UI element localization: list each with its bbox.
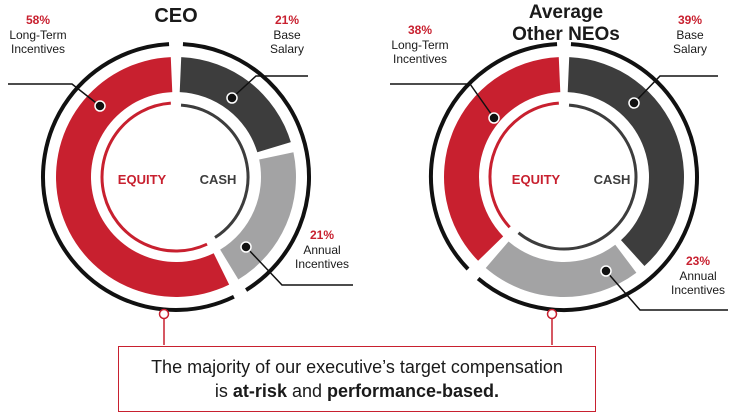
slice-label-long-term-incentives-line: Long-Term bbox=[391, 38, 448, 52]
slice-long-term-incentives bbox=[443, 57, 561, 261]
slice-label-long-term-incentives: Long-Term Incentives bbox=[9, 28, 66, 56]
pct-label-annual-incentives: 23% bbox=[686, 254, 710, 268]
slice-label-annual-incentives-line: Incentives bbox=[295, 257, 349, 271]
slice-long-term-incentives bbox=[56, 57, 230, 297]
outer-ring-cash bbox=[476, 42, 699, 312]
slice-label-annual-incentives-line: Incentives bbox=[671, 283, 725, 297]
chart-title-line: Other NEOs bbox=[512, 24, 620, 45]
callout-line-2: is at-risk and performance-based. bbox=[215, 379, 499, 403]
slice-label-base-salary: Base Salary bbox=[270, 28, 304, 56]
slice-label-annual-incentives: Annual Incentives bbox=[671, 269, 725, 297]
chart-title-line: Average bbox=[529, 2, 603, 23]
cash-label: CASH bbox=[200, 172, 237, 187]
slice-label-base-salary-line: Salary bbox=[673, 42, 707, 56]
slice-base-salary bbox=[179, 57, 291, 153]
chart-title-line: CEO bbox=[154, 5, 197, 27]
slice-annual-incentives bbox=[485, 241, 637, 297]
pct-label-base-salary: 21% bbox=[275, 13, 299, 27]
pct-label-long-term-incentives: 38% bbox=[408, 23, 432, 37]
chart-title: CEO bbox=[154, 5, 197, 27]
leader-line-long-term-incentives bbox=[390, 83, 495, 119]
slice-label-long-term-incentives: Long-Term Incentives bbox=[391, 38, 448, 66]
inner-ring-equity bbox=[488, 101, 559, 229]
slice-label-long-term-incentives-line: Incentives bbox=[11, 42, 65, 56]
slice-label-base-salary-line: Salary bbox=[270, 42, 304, 56]
callout-at-risk: at-risk bbox=[232, 381, 287, 401]
callout-prefix: is bbox=[214, 381, 233, 401]
inner-ring-cash bbox=[517, 103, 638, 251]
chart-title: Average Other NEOs bbox=[512, 2, 620, 45]
leader-dot-annual-incentives bbox=[240, 241, 252, 253]
slice-label-long-term-incentives-line: Incentives bbox=[393, 52, 447, 66]
leader-line-base-salary bbox=[633, 75, 718, 104]
slice-label-annual-incentives-line: Annual bbox=[679, 269, 716, 283]
cash-label: CASH bbox=[594, 172, 631, 187]
pct-label-long-term-incentives: 58% bbox=[26, 13, 50, 27]
slice-base-salary bbox=[567, 57, 685, 267]
inner-ring-cash bbox=[180, 103, 250, 239]
leader-dot-annual-incentives bbox=[600, 265, 612, 277]
slice-label-long-term-incentives-line: Long-Term bbox=[9, 28, 66, 42]
outer-ring-equity bbox=[429, 42, 558, 271]
leader-dot-long-term-incentives bbox=[488, 112, 500, 124]
outer-ring-cash bbox=[182, 42, 311, 292]
callout-performance-based: performance-based. bbox=[327, 381, 500, 401]
slice-annual-incentives bbox=[220, 152, 296, 280]
pct-label-annual-incentives: 21% bbox=[310, 228, 334, 242]
donut-chart-1: EQUITY CASH 21% 21% 58% bbox=[8, 13, 353, 345]
inner-ring-equity bbox=[100, 101, 208, 253]
slice-label-base-salary: Base Salary bbox=[673, 28, 707, 56]
leader-dot-long-term-incentives bbox=[94, 100, 106, 112]
slice-label-annual-incentives: Annual Incentives bbox=[295, 243, 349, 271]
leader-line-base-salary bbox=[231, 75, 308, 99]
slice-label-base-salary-line: Base bbox=[273, 28, 301, 42]
slice-label-base-salary-line: Base bbox=[676, 28, 704, 42]
leader-dot-base-salary bbox=[628, 97, 640, 109]
slice-label-annual-incentives-line: Annual bbox=[303, 243, 340, 257]
callout-box: The majority of our executive’s target c… bbox=[118, 346, 596, 412]
pct-label-base-salary: 39% bbox=[678, 13, 702, 27]
donut-chart-2: EQUITY CASH 39% 23% 38% bbox=[390, 13, 728, 345]
equity-label: EQUITY bbox=[512, 172, 561, 187]
equity-label: EQUITY bbox=[118, 172, 167, 187]
callout-connector-dot bbox=[158, 308, 170, 320]
leader-dot-base-salary bbox=[226, 92, 238, 104]
leader-line-annual-incentives bbox=[245, 246, 353, 286]
callout-connector-dot bbox=[546, 308, 558, 320]
callout-text-1: The majority of our executive’s target c… bbox=[151, 357, 563, 377]
leader-line-long-term-incentives bbox=[8, 83, 101, 107]
callout-line-1: The majority of our executive’s target c… bbox=[151, 355, 563, 379]
callout-mid: and bbox=[286, 381, 327, 401]
leader-line-annual-incentives bbox=[605, 270, 728, 311]
